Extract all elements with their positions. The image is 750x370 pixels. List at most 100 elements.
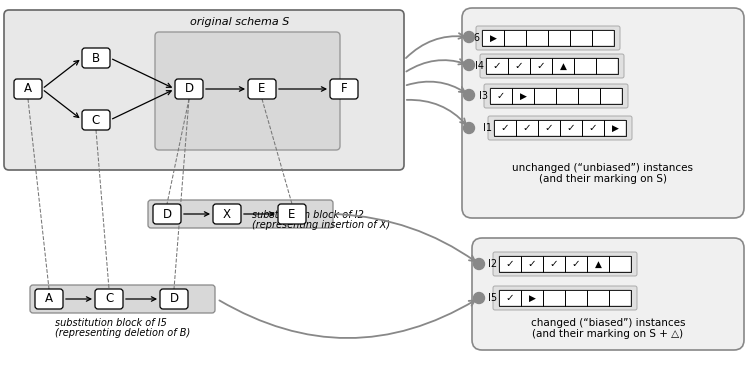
Text: I6: I6: [471, 33, 480, 43]
Bar: [574, 58, 596, 74]
Text: (representing insertion of X): (representing insertion of X): [252, 220, 390, 230]
Text: substitution block of I2: substitution block of I2: [252, 210, 364, 220]
Text: changed (“biased”) instances: changed (“biased”) instances: [531, 318, 686, 328]
Bar: [570, 30, 592, 46]
Text: ▲: ▲: [595, 259, 602, 269]
Circle shape: [464, 31, 475, 43]
FancyBboxPatch shape: [213, 204, 241, 224]
Bar: [592, 30, 614, 46]
Text: C: C: [105, 293, 113, 306]
Text: ✓: ✓: [544, 123, 554, 133]
FancyBboxPatch shape: [35, 289, 63, 309]
Bar: [486, 58, 508, 74]
Bar: [543, 290, 565, 306]
FancyBboxPatch shape: [148, 200, 333, 228]
Text: unchanged (“unbiased”) instances: unchanged (“unbiased”) instances: [512, 163, 694, 173]
Text: ✓: ✓: [497, 91, 505, 101]
Text: ✓: ✓: [506, 293, 515, 303]
FancyBboxPatch shape: [494, 120, 626, 136]
Circle shape: [473, 259, 484, 269]
Bar: [596, 58, 618, 74]
Text: ✓: ✓: [493, 61, 501, 71]
FancyBboxPatch shape: [14, 79, 42, 99]
Text: ✓: ✓: [572, 259, 580, 269]
FancyBboxPatch shape: [476, 26, 620, 50]
Text: original schema S: original schema S: [190, 17, 290, 27]
Bar: [512, 88, 534, 104]
Bar: [609, 290, 631, 306]
Circle shape: [464, 122, 475, 134]
Text: D: D: [170, 293, 178, 306]
Text: I5: I5: [488, 293, 497, 303]
Bar: [521, 290, 543, 306]
Text: ✓: ✓: [506, 259, 515, 269]
Bar: [565, 290, 587, 306]
Text: E: E: [258, 83, 266, 95]
Text: ▶: ▶: [529, 293, 536, 303]
Text: D: D: [184, 83, 194, 95]
Text: ✓: ✓: [550, 259, 558, 269]
FancyBboxPatch shape: [482, 30, 614, 46]
Bar: [494, 120, 516, 136]
FancyBboxPatch shape: [175, 79, 203, 99]
Bar: [543, 256, 565, 272]
Bar: [600, 88, 622, 104]
Text: I4: I4: [475, 61, 484, 71]
Bar: [587, 290, 609, 306]
Text: C: C: [92, 114, 100, 127]
Text: F: F: [340, 83, 347, 95]
FancyBboxPatch shape: [160, 289, 188, 309]
Bar: [587, 256, 609, 272]
Circle shape: [464, 90, 475, 101]
Bar: [504, 30, 526, 46]
Text: ✓: ✓: [567, 123, 575, 133]
FancyBboxPatch shape: [490, 88, 622, 104]
Bar: [556, 88, 578, 104]
Text: ▶: ▶: [490, 34, 496, 43]
FancyBboxPatch shape: [499, 256, 631, 272]
Text: substitution block of I5: substitution block of I5: [55, 318, 166, 328]
Text: ▶: ▶: [520, 91, 526, 101]
Text: ✓: ✓: [528, 259, 536, 269]
Text: I2: I2: [488, 259, 497, 269]
Bar: [490, 88, 512, 104]
Text: E: E: [288, 208, 296, 221]
FancyBboxPatch shape: [248, 79, 276, 99]
FancyBboxPatch shape: [472, 238, 744, 350]
Bar: [534, 88, 556, 104]
FancyBboxPatch shape: [95, 289, 123, 309]
Text: ✓: ✓: [589, 123, 597, 133]
Text: ▲: ▲: [560, 61, 566, 71]
FancyBboxPatch shape: [484, 84, 628, 108]
Bar: [582, 120, 604, 136]
Text: A: A: [45, 293, 53, 306]
FancyBboxPatch shape: [493, 286, 637, 310]
Bar: [482, 30, 504, 46]
Text: ✓: ✓: [523, 123, 531, 133]
FancyBboxPatch shape: [82, 48, 110, 68]
Text: ✓: ✓: [501, 123, 509, 133]
Text: (representing deletion of B): (representing deletion of B): [55, 328, 190, 338]
FancyBboxPatch shape: [278, 204, 306, 224]
Bar: [508, 58, 530, 74]
Text: ✓: ✓: [537, 61, 545, 71]
Text: I1: I1: [483, 123, 492, 133]
Text: B: B: [92, 51, 100, 64]
Text: X: X: [223, 208, 231, 221]
Bar: [538, 120, 560, 136]
Text: ▶: ▶: [611, 124, 619, 132]
FancyBboxPatch shape: [462, 8, 744, 218]
Bar: [552, 58, 574, 74]
Bar: [604, 120, 626, 136]
Bar: [499, 290, 521, 306]
FancyBboxPatch shape: [486, 58, 618, 74]
FancyBboxPatch shape: [30, 285, 215, 313]
Bar: [560, 120, 582, 136]
Bar: [548, 30, 570, 46]
Bar: [521, 256, 543, 272]
FancyBboxPatch shape: [4, 10, 404, 170]
FancyBboxPatch shape: [493, 252, 637, 276]
Text: D: D: [163, 208, 172, 221]
FancyBboxPatch shape: [82, 110, 110, 130]
Circle shape: [464, 60, 475, 71]
